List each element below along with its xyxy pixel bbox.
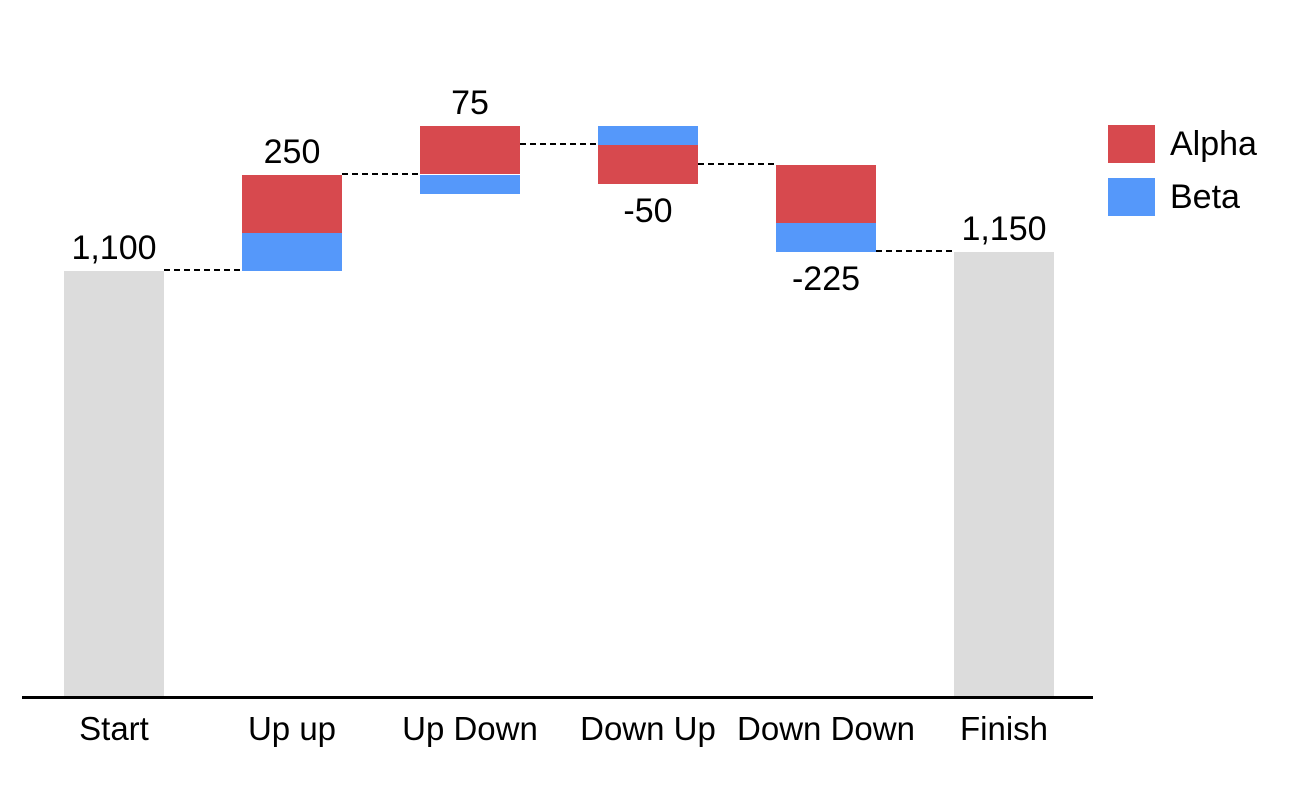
- bar-segment-alpha: [598, 145, 698, 185]
- x-axis-label: Start: [79, 710, 149, 747]
- connector-line: [342, 172, 420, 175]
- bar-segment-beta: [242, 232, 342, 272]
- value-label: 1,100: [71, 229, 157, 268]
- total-bar: [954, 252, 1054, 698]
- legend-label-alpha: Alpha: [1170, 125, 1257, 163]
- value-label: 75: [451, 84, 489, 123]
- x-axis-label: Up Down: [402, 710, 538, 747]
- connector-line: [876, 250, 954, 253]
- bar-segment-beta: [420, 174, 520, 194]
- x-axis-label: Down Up: [580, 710, 716, 747]
- legend-item-beta: Beta: [1108, 178, 1257, 216]
- legend-swatch-alpha: [1108, 125, 1155, 163]
- value-label: -50: [623, 192, 673, 231]
- bar-segment-beta: [776, 222, 876, 253]
- plot-area: 1,100 250 75 -50 -225 1,150: [25, 0, 1093, 698]
- value-label: 1,150: [961, 210, 1047, 249]
- x-axis-label: Down Down: [737, 710, 915, 747]
- legend-swatch-beta: [1108, 178, 1155, 216]
- legend-item-alpha: Alpha: [1108, 125, 1257, 163]
- connector-line: [520, 143, 598, 146]
- x-axis-label: Finish: [959, 710, 1049, 747]
- total-bar: [64, 271, 164, 698]
- legend: Alpha Beta: [1108, 125, 1257, 216]
- connector-line: [698, 162, 776, 165]
- value-label: -225: [791, 260, 861, 299]
- legend-label-beta: Beta: [1170, 178, 1240, 216]
- bar-segment-alpha: [242, 174, 342, 233]
- bar-segment-alpha: [776, 164, 876, 223]
- connector-line: [164, 269, 242, 272]
- bar-segment-alpha: [420, 126, 520, 175]
- x-axis-line: [22, 696, 1093, 699]
- x-axis-label: Up up: [247, 710, 337, 747]
- value-label: 250: [263, 132, 321, 171]
- bar-segment-beta: [598, 126, 698, 146]
